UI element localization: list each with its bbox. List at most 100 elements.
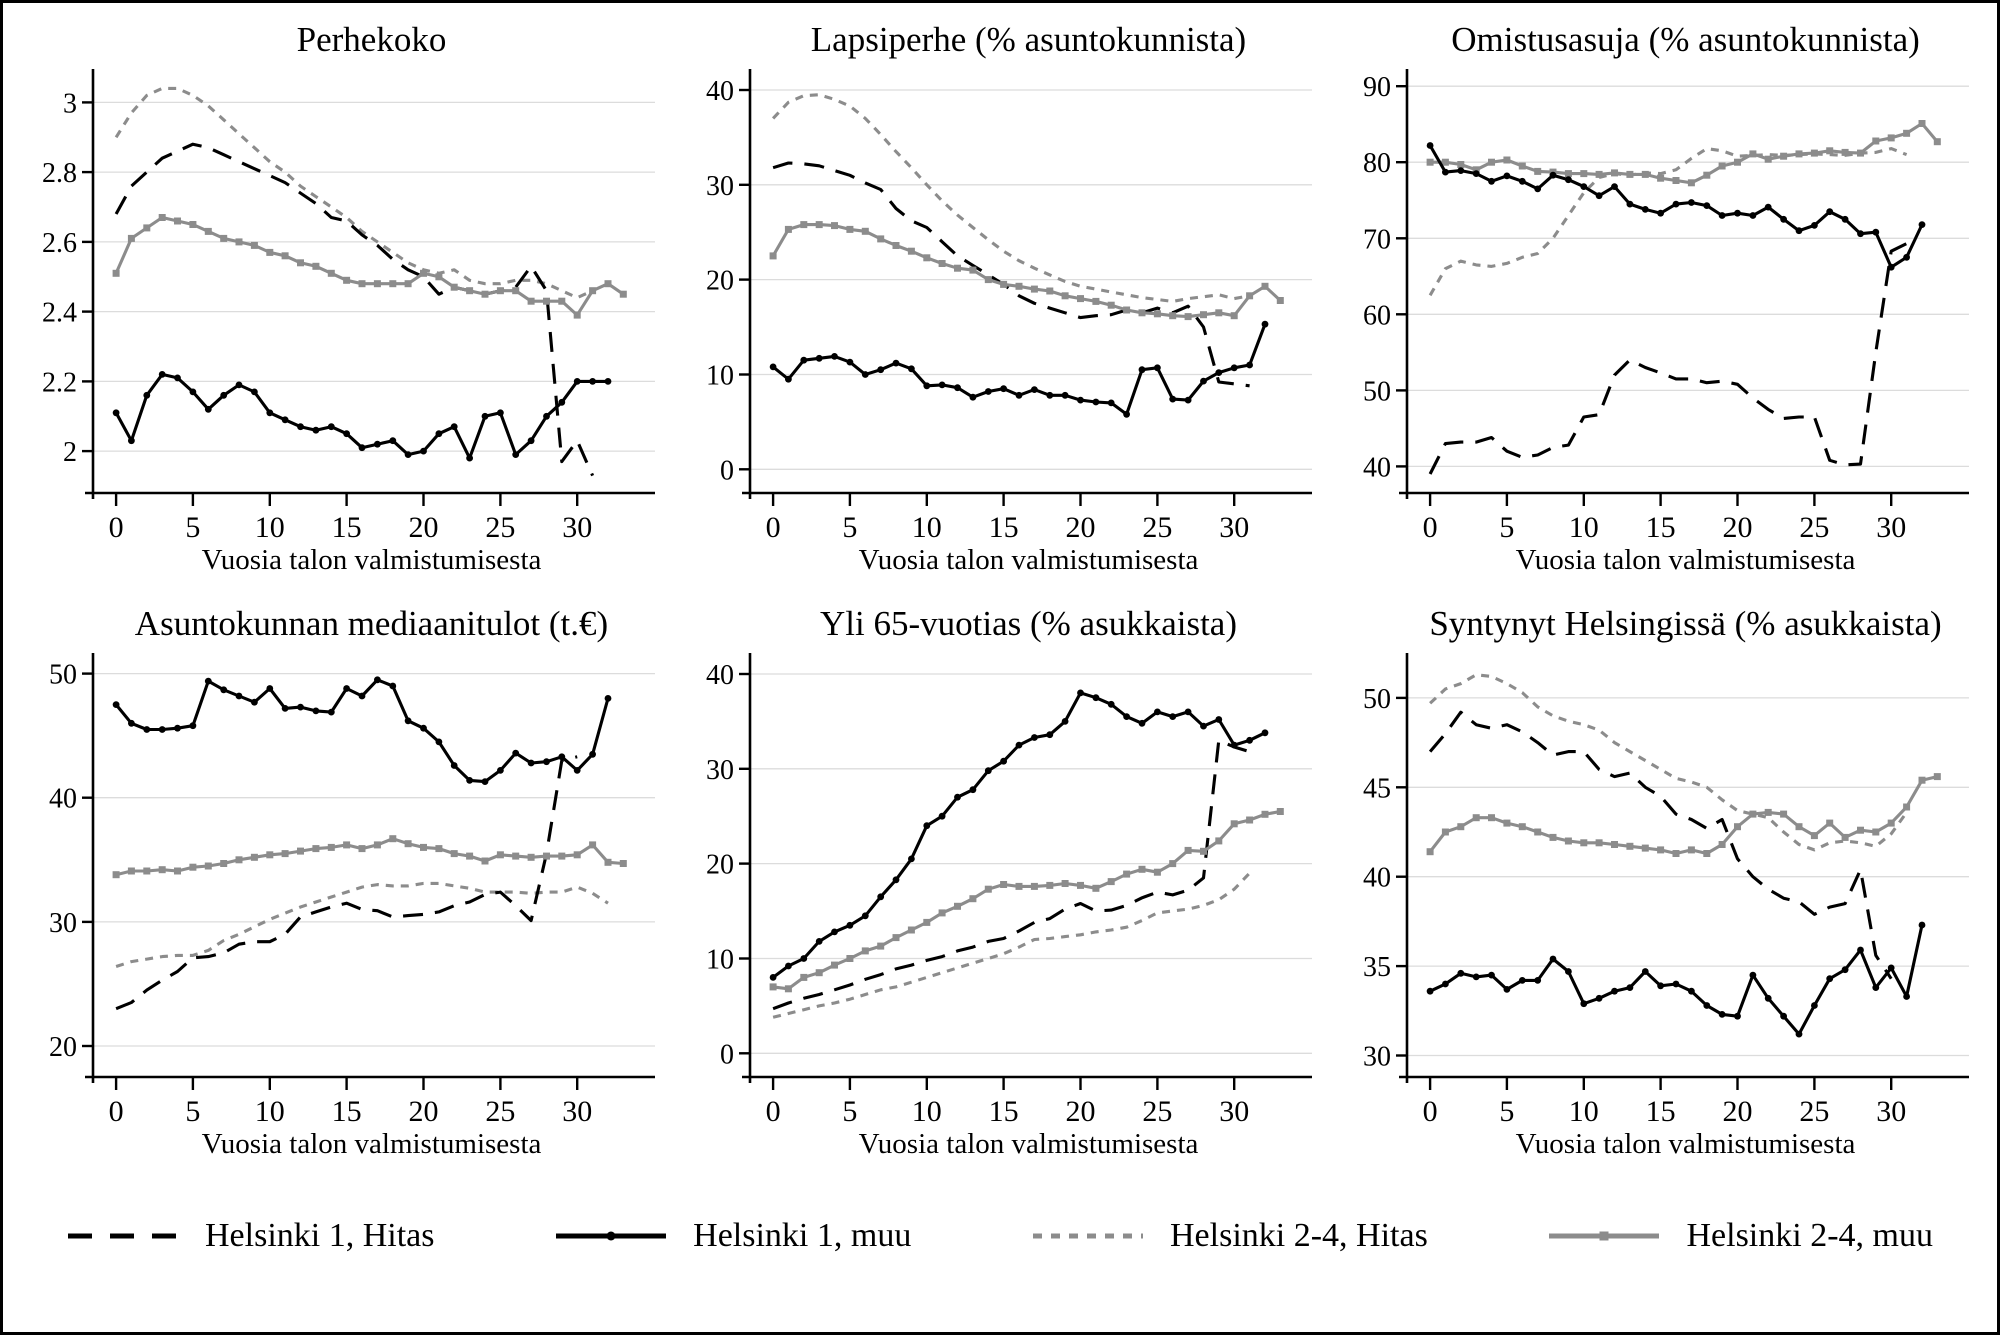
data-point — [1549, 955, 1557, 963]
data-point — [969, 895, 977, 903]
data-point — [1872, 828, 1880, 836]
series-line-h24-hitas — [771, 93, 1250, 303]
x-tick-label: 10 — [912, 1095, 942, 1127]
panel-yli65: Yli 65-vuotias (% asukkaista) 0 10 20 30 40 0… — [686, 601, 1313, 1165]
legend-line-helsinki-2-4-hitas-icon — [1033, 1233, 1143, 1239]
data-point — [923, 382, 931, 390]
data-point — [1749, 150, 1757, 158]
data-point — [938, 909, 946, 917]
data-point — [1184, 396, 1192, 404]
data-point — [589, 287, 597, 295]
data-point — [815, 354, 823, 362]
data-point — [784, 985, 792, 993]
data-point — [404, 840, 412, 848]
data-point — [1810, 149, 1818, 157]
data-point — [450, 283, 458, 291]
x-tick-label: 25 — [1799, 1095, 1829, 1127]
data-point — [1107, 399, 1115, 407]
y-tick-label: 60 — [1363, 300, 1391, 331]
data-point — [1457, 167, 1465, 174]
x-tick-label: 20 — [1066, 1095, 1096, 1127]
data-point — [312, 426, 320, 434]
y-tick-label: 40 — [706, 76, 734, 107]
x-tick-label: 5 — [185, 1095, 200, 1127]
y-tick-label: 30 — [1363, 1042, 1391, 1073]
data-point — [846, 921, 854, 929]
data-point — [512, 852, 520, 860]
data-point — [984, 767, 992, 775]
data-point — [815, 938, 823, 945]
data-point — [1457, 969, 1465, 977]
data-point — [466, 852, 474, 860]
data-point — [1718, 1011, 1726, 1018]
data-point — [1426, 848, 1434, 856]
data-point — [1857, 230, 1864, 238]
data-point — [1184, 708, 1192, 716]
data-point — [1688, 987, 1695, 995]
data-point — [800, 973, 808, 981]
data-point — [466, 287, 474, 295]
data-point — [158, 214, 166, 221]
data-point — [174, 217, 181, 225]
data-point — [1657, 174, 1665, 182]
data-point — [1046, 391, 1054, 399]
data-point — [343, 841, 351, 849]
data-point — [831, 353, 838, 360]
data-point — [1457, 823, 1465, 831]
data-point — [527, 853, 535, 861]
data-point — [527, 437, 535, 445]
data-point — [908, 855, 915, 863]
series-line-h1-muu — [772, 691, 1266, 979]
data-point — [573, 767, 581, 774]
data-point — [1933, 773, 1941, 781]
data-point — [604, 858, 612, 866]
data-point — [1503, 819, 1511, 827]
y-tick-label: 80 — [1363, 148, 1391, 179]
panel-title: Yli 65-vuotias (% asukkaista) — [820, 604, 1237, 643]
y-tick-label: 40 — [1363, 452, 1391, 483]
data-point — [127, 234, 135, 242]
panel-title: Syntynyt Helsingissä (% asukkaista) — [1429, 604, 1942, 643]
chart-plot-yli65: 0 10 20 30 40 0 5 10 15 20 25 30 — [706, 653, 1312, 1127]
data-point — [1841, 966, 1849, 974]
data-point — [220, 234, 228, 242]
y-tick-label: 20 — [706, 850, 734, 881]
data-point — [143, 224, 151, 232]
data-point — [1472, 814, 1480, 822]
x-tick-label: 25 — [1142, 511, 1172, 543]
data-point — [327, 269, 335, 277]
data-point — [846, 358, 854, 366]
x-tick-label: 5 — [185, 511, 200, 543]
x-tick-label: 30 — [562, 1095, 592, 1127]
data-point — [1000, 280, 1008, 288]
data-point — [220, 391, 228, 399]
data-point — [938, 260, 946, 267]
data-point — [1261, 729, 1269, 737]
data-point — [1795, 150, 1803, 158]
y-tick-label: 0 — [720, 1039, 734, 1070]
x-axis-label: Vuosia talon valmistumisesta — [201, 1128, 542, 1160]
data-point — [1672, 177, 1680, 184]
data-point — [128, 437, 135, 445]
series-line-h24-hitas — [1429, 673, 1908, 852]
data-point — [1230, 364, 1238, 372]
data-point — [1826, 975, 1834, 983]
data-point — [1138, 309, 1146, 317]
data-point — [1872, 137, 1880, 145]
data-point — [1107, 878, 1115, 886]
data-point — [1246, 292, 1254, 300]
data-point — [1795, 823, 1803, 831]
data-point — [1123, 306, 1131, 314]
data-point — [558, 753, 566, 761]
data-point — [481, 412, 489, 420]
data-point — [297, 259, 304, 267]
data-point — [619, 860, 627, 867]
y-tick-label: 90 — [1363, 72, 1391, 103]
data-point — [420, 269, 427, 277]
data-point — [1780, 1012, 1787, 1020]
y-tick-label: 20 — [49, 1032, 77, 1063]
data-point — [543, 297, 550, 305]
data-point — [312, 845, 320, 853]
y-tick-label: 30 — [706, 171, 734, 202]
series-line-h1-hitas — [1428, 242, 1908, 475]
